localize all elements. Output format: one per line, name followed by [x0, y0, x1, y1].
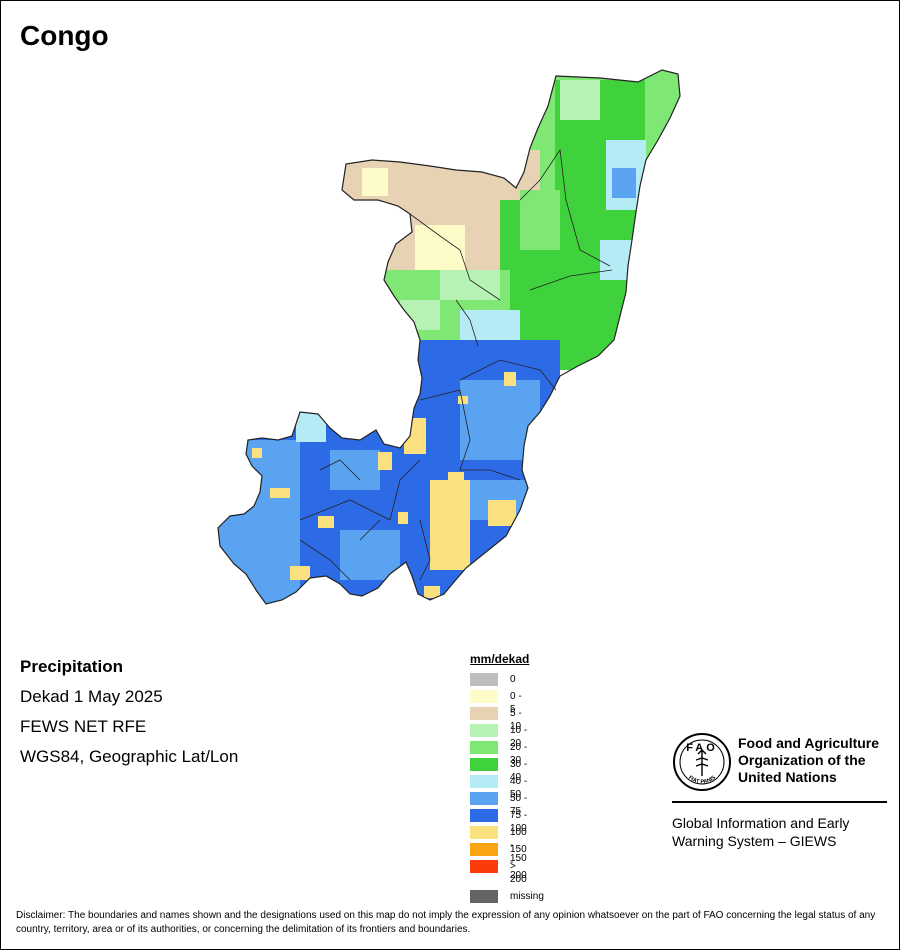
legend-row: 30 - 40	[470, 756, 529, 783]
legend-swatch	[470, 792, 498, 805]
fao-name: Food and Agriculture Organization of the…	[738, 735, 879, 786]
legend-label: 20 - 30	[510, 742, 528, 766]
divider	[672, 801, 887, 803]
legend-label: 30 - 40	[510, 759, 528, 783]
projection-label: WGS84, Geographic Lat/Lon	[20, 747, 239, 766]
source-label: FEWS NET RFE	[20, 717, 147, 736]
legend-swatch-missing	[470, 890, 498, 903]
legend-swatch	[470, 673, 498, 686]
legend-label: 100 - 150	[510, 827, 527, 864]
legend-row: 50 - 75	[470, 790, 529, 817]
map-info: Precipitation Dekad 1 May 2025 FEWS NET …	[20, 656, 238, 776]
legend-label: 40 - 50	[510, 776, 528, 800]
legend-swatch	[470, 809, 498, 822]
legend-row: 40 - 50	[470, 773, 529, 800]
period-label: Dekad 1 May 2025	[20, 687, 163, 706]
fao-logo-letters: FAO	[686, 742, 718, 754]
legend-label: 0 - 5	[510, 691, 522, 715]
legend-row: 150 - 200	[470, 841, 529, 881]
fao-logo: FAO FIAT PANIS	[673, 733, 731, 791]
legend-row: > 200	[470, 858, 529, 885]
legend-swatch	[470, 826, 498, 839]
legend-swatch	[470, 775, 498, 788]
precipitation-map	[217, 69, 681, 605]
legend-swatch	[470, 724, 498, 737]
fao-name-line1: Food and Agriculture	[738, 735, 880, 751]
legend-row: 0	[470, 671, 529, 688]
legend-label: 0	[510, 674, 516, 685]
legend-row: 0 - 5	[470, 688, 529, 715]
legend-row: 10 - 20	[470, 722, 529, 749]
legend-swatch	[470, 860, 498, 873]
variable-label: Precipitation	[20, 657, 123, 676]
legend-label: 150 - 200	[510, 844, 527, 881]
legend-row: 20 - 30	[470, 739, 529, 766]
legend-row: 75 - 100	[470, 807, 529, 834]
legend-swatch	[470, 690, 498, 703]
legend-row: 100 - 150	[470, 824, 529, 864]
giews-line1: Global Information and Early	[672, 815, 850, 831]
legend-label-missing: missing	[510, 891, 544, 902]
legend-swatch	[470, 707, 498, 720]
legend-swatch	[470, 758, 498, 771]
legend-swatch	[470, 843, 498, 856]
legend-label: 10 - 20	[510, 725, 528, 749]
disclaimer: Disclaimer: The boundaries and names sho…	[16, 910, 876, 935]
legend-label: 50 - 75	[510, 793, 528, 817]
legend-label: 75 - 100	[510, 810, 528, 834]
legend-row-missing: missing	[470, 888, 544, 905]
legend-row: 5 - 10	[470, 705, 529, 732]
fao-name-line3: United Nations	[738, 769, 837, 785]
legend-label: > 200	[510, 861, 527, 885]
fao-name-line2: Organization of the	[738, 752, 866, 768]
legend-swatch	[470, 741, 498, 754]
giews-name: Global Information and Early Warning Sys…	[672, 814, 849, 850]
map-title: Congo	[20, 20, 109, 51]
legend-label: 5 - 10	[510, 708, 522, 732]
fao-logo-motto: FIAT PANIS	[687, 775, 717, 786]
legend-unit: mm/dekad	[470, 652, 530, 666]
giews-line2: Warning System – GIEWS	[672, 833, 837, 849]
